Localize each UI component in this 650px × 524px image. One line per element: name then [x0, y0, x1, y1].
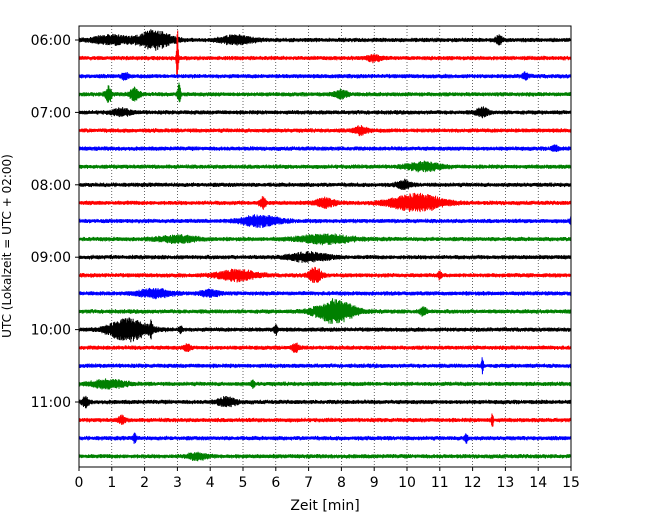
x-tick-label: 11	[431, 475, 449, 491]
trace-0730	[78, 144, 572, 153]
x-tick-label: 1	[107, 475, 116, 491]
trace-layer	[78, 29, 572, 462]
x-axis-label: Zeit [min]	[290, 498, 359, 514]
trace-1045	[78, 378, 572, 390]
y-ticks: 06:00 07:00 08:00 09:00 10:00 11:00	[31, 33, 79, 411]
x-tick-label: 3	[173, 475, 182, 491]
trace-1100	[78, 395, 572, 409]
trace-1030	[78, 357, 572, 375]
x-tick-label: 15	[562, 475, 580, 491]
trace-0945	[78, 298, 572, 324]
trace-0815	[78, 192, 572, 213]
y-tick-label: 06:00	[31, 33, 71, 49]
trace-1145	[78, 451, 572, 462]
x-tick-label: 10	[398, 475, 416, 491]
plot-frame	[78, 25, 572, 468]
trace-1000	[78, 317, 572, 343]
trace-0700	[78, 106, 572, 119]
x-tick-label: 8	[337, 475, 346, 491]
x-tick-label: 4	[206, 475, 215, 491]
trace-0800	[78, 178, 572, 191]
y-tick-label: 09:00	[31, 250, 71, 266]
trace-0900	[78, 251, 572, 263]
trace-0915	[78, 266, 572, 283]
x-tick-label: 14	[529, 475, 547, 491]
trace-0715	[78, 125, 572, 137]
x-tick-label: 7	[304, 475, 313, 491]
trace-0845	[78, 233, 572, 246]
y-tick-label: 07:00	[31, 105, 71, 121]
x-tick-label: 12	[464, 475, 482, 491]
trace-1130	[78, 432, 572, 444]
x-ticks: 0 1 2 3 4 5 6 7 8 9 10 11 12 13 14 15	[75, 467, 580, 491]
trace-0630	[78, 71, 572, 81]
trace-0600	[78, 29, 572, 51]
x-tick-label: 6	[271, 475, 280, 491]
trace-0745	[78, 160, 572, 173]
y-tick-label: 11:00	[31, 395, 71, 411]
x-tick-label: 9	[370, 475, 379, 491]
y-tick-label: 08:00	[31, 178, 71, 194]
trace-0615	[78, 30, 572, 79]
trace-0830	[78, 214, 572, 229]
x-tick-label: 0	[75, 475, 84, 491]
trace-1115	[78, 413, 572, 427]
x-tick-label: 13	[496, 475, 514, 491]
trace-1015	[78, 342, 572, 354]
trace-0645	[78, 82, 572, 103]
x-tick-label: 5	[239, 475, 248, 491]
y-axis-label: UTC (Lokalzeit = UTC + 02:00)	[0, 154, 14, 338]
y-tick-label: 10:00	[31, 323, 71, 339]
trace-0930	[78, 287, 572, 300]
x-tick-label: 2	[140, 475, 149, 491]
